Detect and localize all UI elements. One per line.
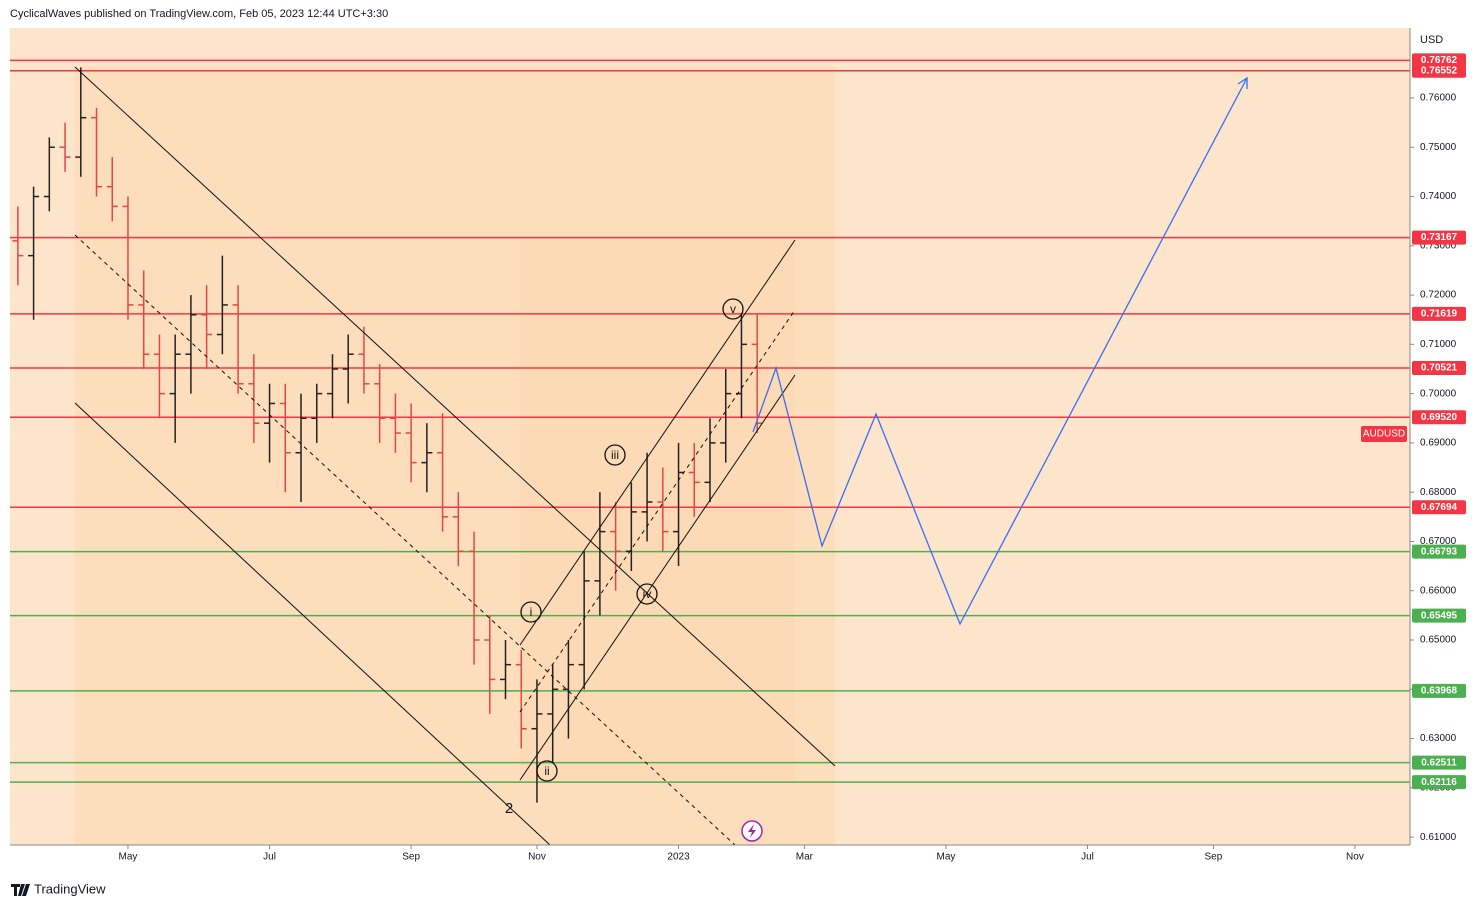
- price-level-box: [1412, 544, 1466, 559]
- wave-marker: [604, 444, 626, 466]
- wave-label: iii: [611, 448, 619, 462]
- projection-path: [752, 77, 1248, 626]
- projection-arrow: [1237, 76, 1248, 89]
- wave-marker: [536, 760, 558, 782]
- y-tick-label: 0.67000: [1420, 536, 1457, 547]
- wave-label: 2: [505, 800, 513, 817]
- price-level-label: 0.71619: [1421, 308, 1458, 319]
- event-icon-bolt: [748, 824, 756, 838]
- price-level-label: 0.65495: [1421, 610, 1458, 621]
- wave-marker: [636, 583, 658, 605]
- price-level-label: 0.76762: [1421, 55, 1458, 66]
- price-level-box: [1412, 230, 1466, 245]
- price-level-label: 0.69520: [1421, 412, 1458, 423]
- price-level-label: 0.76552: [1421, 65, 1458, 76]
- y-tick-label: 0.74000: [1420, 191, 1457, 202]
- price-level-box: [1412, 755, 1466, 770]
- x-tick-label: Nov: [528, 852, 546, 863]
- y-tick-label: 0.71000: [1420, 339, 1457, 350]
- price-level-box: [1412, 500, 1466, 515]
- price-level-box: [1412, 683, 1466, 698]
- x-tick-label: May: [119, 852, 138, 863]
- x-tick-label: Mar: [796, 852, 814, 863]
- x-tick-label: May: [937, 852, 956, 863]
- y-tick-label: 0.65000: [1420, 635, 1457, 646]
- price-level-box: [1412, 306, 1466, 321]
- x-tick-label: Jul: [1081, 852, 1094, 863]
- price-level-label: 0.73167: [1421, 232, 1458, 243]
- y-tick-label: 0.68000: [1420, 487, 1457, 498]
- price-level-label: 0.67694: [1421, 502, 1458, 513]
- wave-label: v: [730, 302, 736, 316]
- y-tick-label: 0.63000: [1420, 733, 1457, 744]
- x-tick-label: Nov: [1346, 852, 1364, 863]
- y-tick-label: 0.66000: [1420, 585, 1457, 596]
- y-tick-label: 0.76000: [1420, 93, 1457, 104]
- channel-mid: [519, 309, 796, 713]
- x-tick-label: Sep: [402, 852, 420, 863]
- x-tick-label: 2023: [667, 852, 690, 863]
- x-tick-label: Sep: [1204, 852, 1222, 863]
- price-level-box: [1412, 608, 1466, 623]
- brand-name: TradingView: [34, 881, 106, 896]
- wave-label: iv: [643, 587, 652, 601]
- channel-line: [74, 66, 836, 767]
- price-level-box: [1412, 775, 1466, 790]
- wave-marker: [520, 601, 542, 623]
- wave-label: i: [530, 605, 533, 619]
- channel-line: [519, 239, 796, 646]
- brand-logo: [11, 884, 30, 896]
- price-level-label: 0.70521: [1421, 363, 1458, 374]
- price-level-label: 0.62511: [1421, 757, 1457, 768]
- y-tick-label: 0.73000: [1420, 240, 1457, 251]
- y-tick-label: 0.70000: [1420, 388, 1457, 399]
- channel-line: [74, 402, 551, 846]
- header-text: CyclicalWaves published on TradingView.c…: [10, 8, 388, 20]
- drawings: [74, 66, 836, 846]
- price-level-label: 0.63968: [1421, 686, 1458, 697]
- channel-shade: [520, 240, 795, 780]
- price-level-label: 0.62116: [1421, 777, 1457, 788]
- symbol-label: AUDUSD: [1363, 429, 1405, 440]
- y-tick-label: 0.72000: [1420, 290, 1457, 301]
- channel-mid: [74, 234, 736, 846]
- channel-line: [519, 374, 796, 781]
- y-tick-label: 0.75000: [1420, 142, 1457, 153]
- price-level-box: [1412, 63, 1466, 78]
- price-level-box: [1412, 360, 1466, 375]
- y-tick-label: 0.61000: [1420, 832, 1457, 843]
- symbol-box: [1361, 426, 1407, 442]
- price-level-box: [1412, 410, 1466, 425]
- x-tick-label: Jul: [263, 852, 276, 863]
- wave-label: ii: [544, 764, 549, 778]
- wave-marker: [722, 298, 744, 320]
- y-tick-label: 0.69000: [1420, 438, 1457, 449]
- currency-label: USD: [1420, 34, 1443, 46]
- price-level-label: 0.66793: [1421, 546, 1458, 557]
